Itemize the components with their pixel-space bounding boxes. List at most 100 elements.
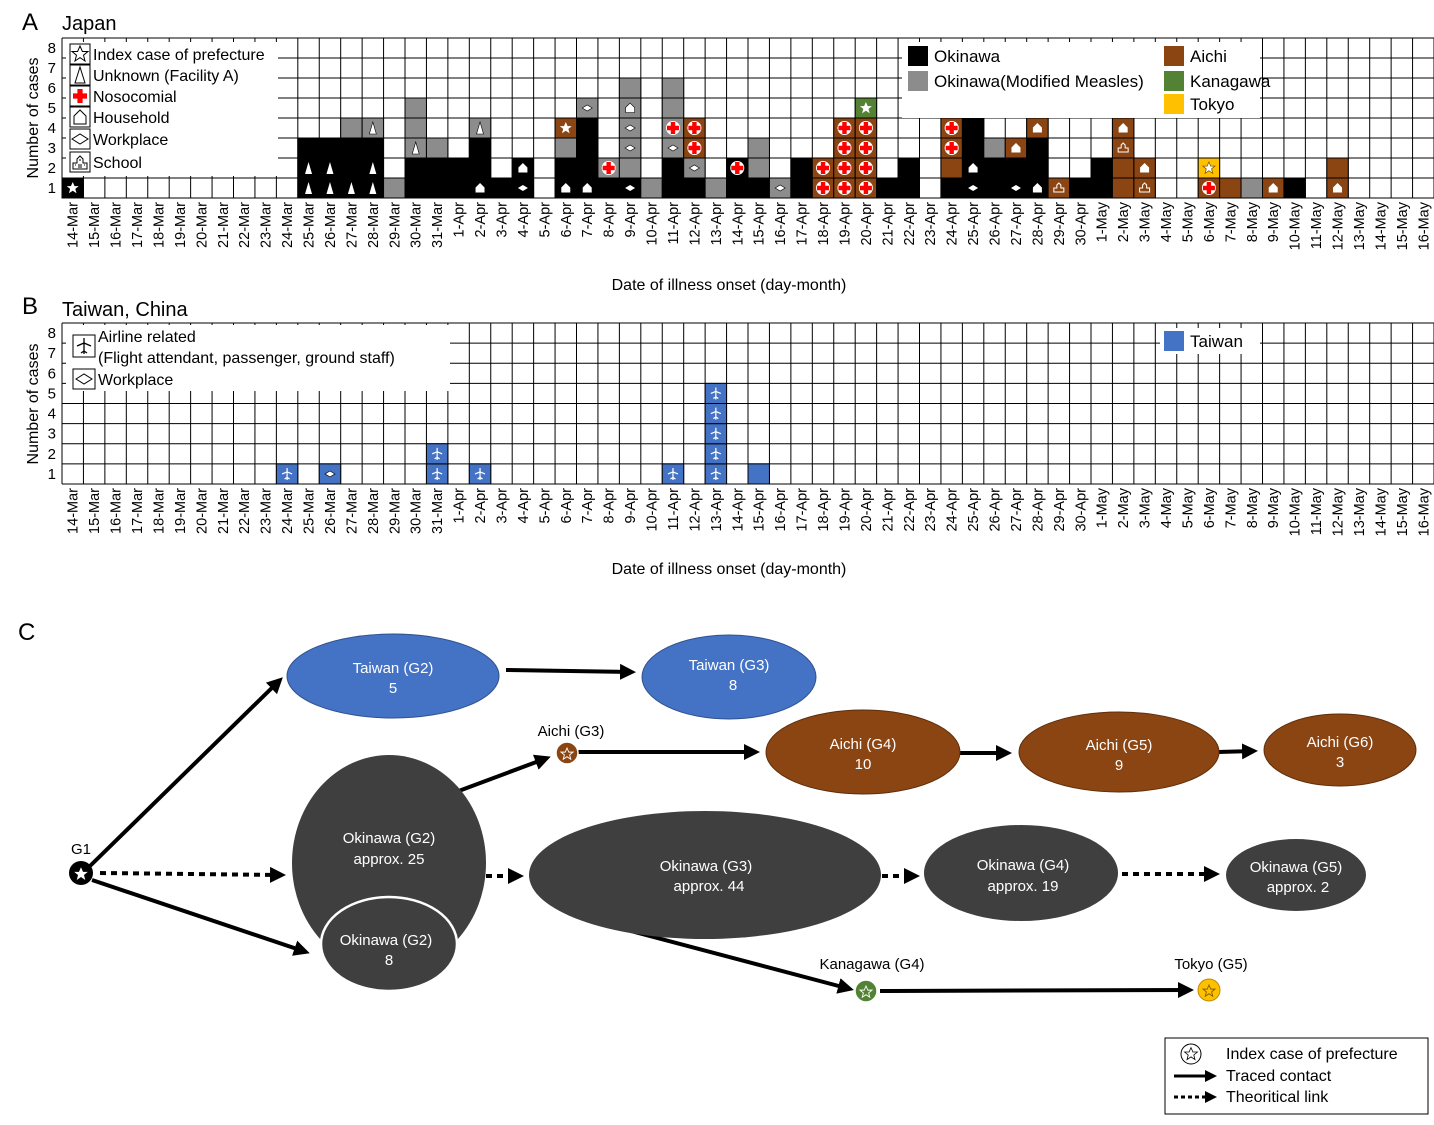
- case-cell: [1004, 137, 1028, 159]
- star-icon: [559, 122, 572, 134]
- panel-a-chart: A Japan Number of cases Date of illness …: [22, 9, 1434, 294]
- case-cell: [854, 157, 878, 179]
- case-cell-fill: [468, 157, 492, 179]
- xtick-label: 19-Apr: [837, 202, 853, 246]
- case-cell: [704, 403, 728, 425]
- case-cell: [361, 157, 385, 179]
- case-cell: [940, 157, 963, 179]
- house-icon: [1118, 123, 1128, 133]
- xtick-label: 13-Apr: [709, 202, 725, 246]
- case-cell: [854, 177, 878, 199]
- xtick-label: 2-May: [1116, 487, 1132, 528]
- case-cell-fill: [1111, 157, 1135, 179]
- airplane-icon: [710, 447, 722, 460]
- airplane-icon: [72, 334, 96, 358]
- case-cell: [1111, 137, 1135, 159]
- panel-b-legend-colors: Taiwan: [1160, 328, 1260, 354]
- case-cell: [618, 77, 642, 99]
- xtick-label: 16-Mar: [109, 488, 125, 534]
- xtick-label: 19-Mar: [173, 202, 189, 248]
- airplane-icon: [431, 467, 443, 480]
- case-cell-fill: [790, 177, 813, 199]
- case-cell: [404, 97, 427, 119]
- xtick-label: 30-Apr: [1073, 488, 1089, 532]
- case-cell: [340, 137, 363, 159]
- xtick-label: 27-Mar: [344, 488, 360, 534]
- okinawa-g3-label: Okinawa (G3): [660, 858, 753, 875]
- case-cell: [833, 117, 856, 139]
- case-cell: [961, 137, 985, 159]
- case-cell: [554, 137, 577, 159]
- school-icon: [1139, 182, 1151, 193]
- xtick-label: 22-Apr: [902, 202, 918, 246]
- case-cell: [704, 177, 728, 199]
- case-cell-fill: [554, 157, 577, 179]
- case-cell: [983, 177, 1006, 199]
- panel-a-bars: [61, 77, 1349, 199]
- xtick-label: 23-Apr: [923, 488, 939, 532]
- xtick-label: 6-May: [1202, 201, 1218, 242]
- xtick-label: 26-Mar: [323, 488, 339, 534]
- xtick-label: 16-May: [1416, 201, 1432, 250]
- aichi-g5-node: [1018, 711, 1220, 793]
- red-cross-icon: [838, 142, 851, 154]
- case-cell: [597, 157, 620, 179]
- panel-a-xticks: 14-Mar 15-Mar 16-Mar 17-Mar 18-Mar 19-Mar 20-M…: [66, 201, 1433, 250]
- diamond-icon: [625, 185, 636, 191]
- school-icon: [1053, 182, 1065, 193]
- star-circle-icon: [1180, 1043, 1202, 1065]
- kanagawa-g4-node: [854, 979, 878, 1003]
- aichi-g4-count: 10: [855, 756, 872, 773]
- case-cell: [704, 463, 728, 485]
- panel-c-letter: C: [18, 619, 35, 646]
- taiwan-g2-count: 5: [389, 680, 397, 697]
- legend-a-label-4: Workplace: [93, 132, 168, 149]
- triangle-icon: [368, 120, 377, 135]
- xtick-label: 20-Mar: [194, 202, 210, 248]
- case-cell: [661, 77, 685, 99]
- g1-label: G1: [71, 841, 91, 858]
- legend-a-color-2: Aichi: [1190, 47, 1227, 66]
- taiwan-g3-node: [641, 634, 817, 720]
- case-cell: [704, 443, 728, 465]
- panel-b-letter: B: [22, 293, 38, 320]
- panel-a-letter: A: [22, 9, 38, 36]
- case-cell: [511, 157, 535, 179]
- case-cell-fill: [1219, 177, 1242, 199]
- xtick-label: 10-Apr: [645, 488, 661, 532]
- red-cross-icon: [688, 142, 701, 154]
- case-cell-fill: [340, 137, 363, 159]
- case-cell: [318, 137, 342, 159]
- case-cell: [833, 157, 856, 179]
- case-cell: [640, 177, 663, 199]
- case-cell-fill: [618, 157, 642, 179]
- xtick-label: 21-Apr: [880, 202, 896, 246]
- case-cell-fill: [640, 177, 663, 199]
- airplane-icon: [474, 467, 486, 480]
- case-cell: [597, 177, 620, 199]
- case-cell-fill: [447, 157, 470, 179]
- case-cell: [361, 117, 385, 139]
- red-cross-icon: [602, 162, 615, 174]
- xtick-label: 5-Apr: [537, 488, 553, 524]
- case-cell-fill: [1090, 177, 1113, 199]
- triangle-icon: [326, 182, 334, 194]
- kanagawa-swatch: [1164, 71, 1184, 91]
- diamond-icon: [968, 185, 979, 191]
- xtick-label: 26-Apr: [988, 488, 1004, 532]
- case-cell: [683, 177, 706, 199]
- case-cell: [961, 157, 985, 179]
- case-cell: [961, 117, 985, 139]
- red-cross-icon: [859, 142, 872, 154]
- diamond-icon: [1010, 185, 1021, 191]
- airplane-icon: [710, 427, 722, 440]
- diamond-icon: [581, 104, 593, 112]
- case-cell-fill: [726, 177, 749, 199]
- diamond-icon: [69, 128, 91, 150]
- case-cell: [61, 177, 84, 199]
- xtick-label: 20-Apr: [859, 202, 875, 246]
- house-icon: [625, 102, 635, 113]
- case-cell: [983, 137, 1006, 159]
- triangle-icon: [369, 162, 377, 174]
- xtick-label: 5-May: [1180, 201, 1196, 242]
